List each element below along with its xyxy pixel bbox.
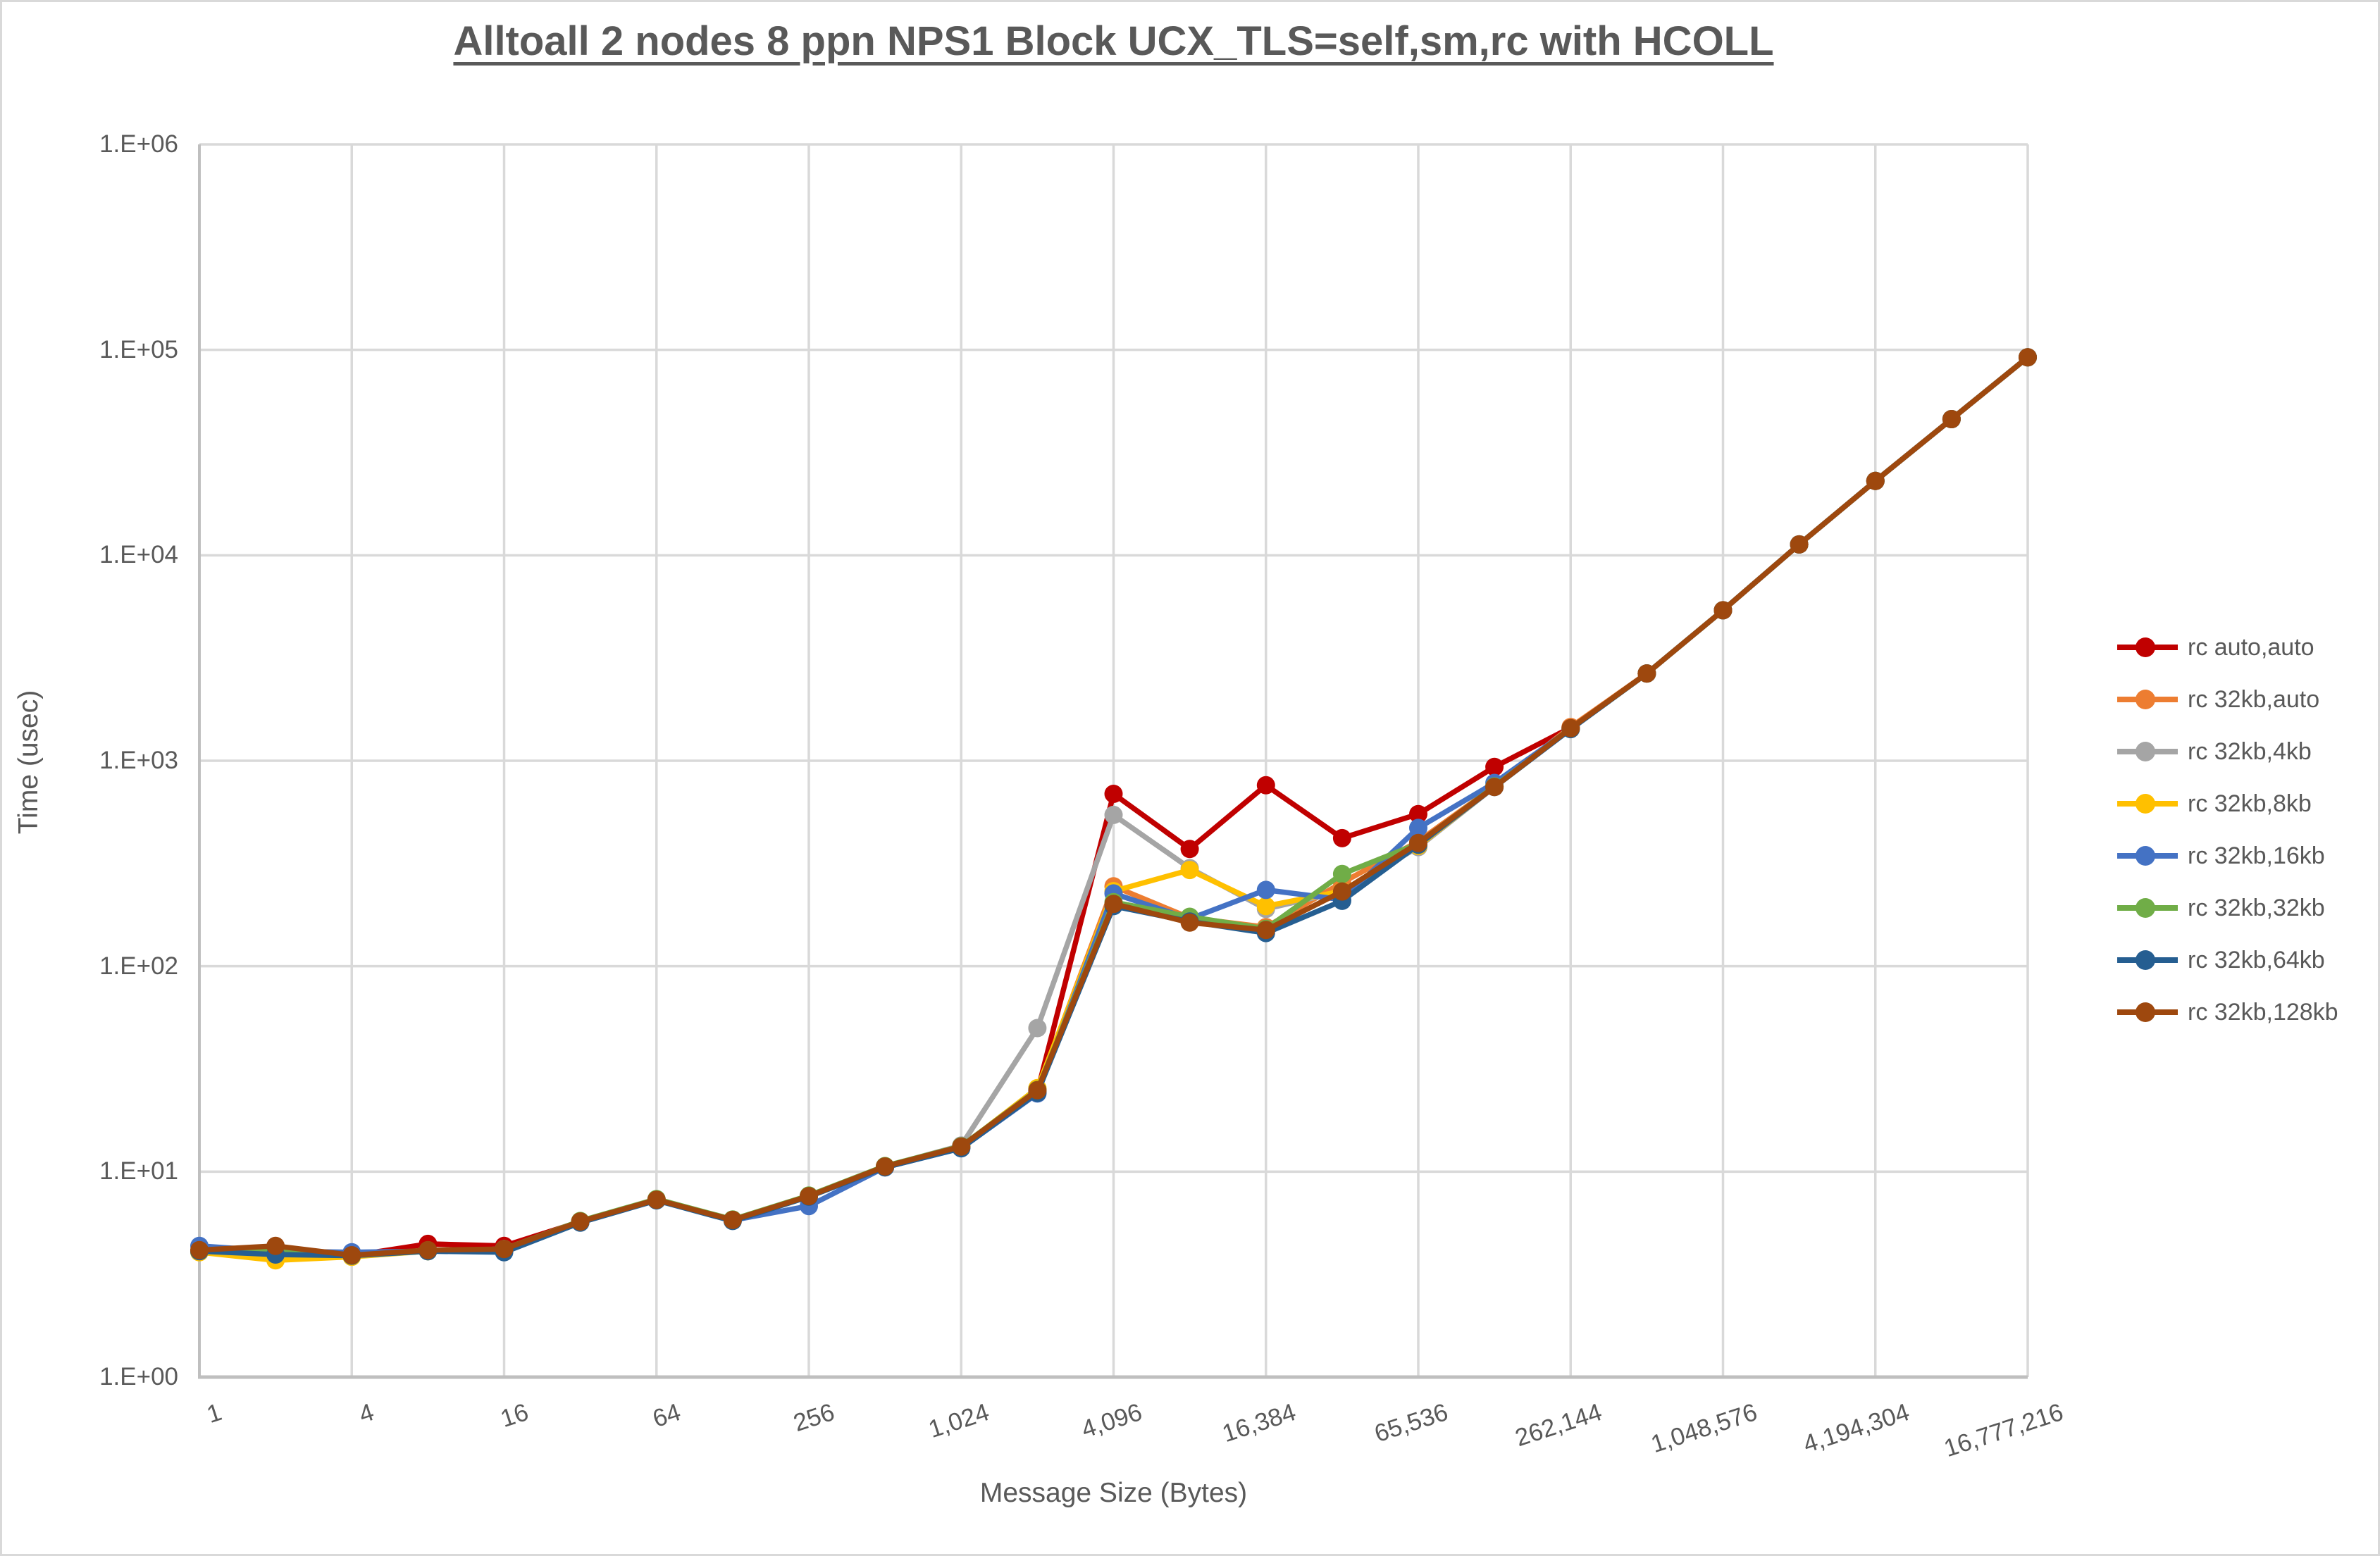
data-point-marker — [1256, 921, 1275, 940]
data-point-marker — [1485, 757, 1504, 776]
y-tick-label: 1.E+03 — [99, 747, 178, 774]
data-point-marker — [1942, 410, 1961, 428]
legend-item: rc 32kb,auto — [2116, 673, 2338, 726]
legend-item: rc 32kb,8kb — [2116, 778, 2338, 830]
data-point-marker — [876, 1157, 895, 1176]
data-point-marker — [1713, 601, 1733, 620]
legend-item: rc auto,auto — [2116, 621, 2338, 673]
chart-title: Alltoall 2 nodes 8 ppn NPS1 Block UCX_TL… — [453, 18, 1774, 64]
legend-marker-icon — [2117, 898, 2178, 918]
data-point-marker — [1561, 718, 1580, 737]
legend-label: rc auto,auto — [2188, 633, 2314, 661]
data-point-marker — [1332, 828, 1351, 847]
data-point-marker — [2019, 348, 2037, 367]
data-point-marker — [800, 1187, 818, 1206]
legend-item: rc 32kb,64kb — [2116, 934, 2338, 986]
y-tick-label: 1.E+04 — [99, 541, 178, 569]
y-tick-label: 1.E+00 — [99, 1363, 178, 1390]
legend-item: rc 32kb,4kb — [2116, 726, 2338, 778]
x-axis-title: Message Size (Bytes) — [979, 1478, 1248, 1508]
y-tick-label: 1.E+06 — [99, 130, 178, 158]
data-point-marker — [1409, 804, 1427, 823]
data-point-marker — [1256, 897, 1275, 916]
data-point-marker — [1637, 664, 1656, 683]
data-point-marker — [1028, 1081, 1047, 1100]
data-point-marker — [1409, 833, 1427, 852]
data-point-marker — [1256, 776, 1275, 795]
data-point-marker — [1180, 913, 1199, 932]
data-point-marker — [190, 1240, 209, 1259]
y-axis-title: Time (usec) — [13, 690, 44, 835]
y-tick-label: 1.E+05 — [99, 335, 178, 363]
legend-marker-icon — [2117, 1002, 2178, 1022]
legend-label: rc 32kb,32kb — [2188, 894, 2325, 921]
legend-item: rc 32kb,32kb — [2116, 882, 2338, 934]
legend-label: rc 32kb,64kb — [2188, 946, 2325, 973]
data-point-marker — [1180, 840, 1199, 859]
y-tick-label: 1.E+02 — [99, 952, 178, 980]
data-point-marker — [1790, 535, 1809, 554]
legend-marker-icon — [2117, 794, 2178, 814]
data-point-marker — [571, 1212, 590, 1231]
data-point-marker — [342, 1246, 361, 1264]
data-point-marker — [647, 1190, 666, 1209]
legend-marker-icon — [2117, 950, 2178, 970]
data-point-marker — [1485, 778, 1504, 797]
data-point-marker — [1332, 864, 1351, 883]
legend-marker-icon — [2117, 637, 2178, 657]
legend-label: rc 32kb,16kb — [2188, 842, 2325, 869]
data-point-marker — [419, 1240, 438, 1259]
legend-item: rc 32kb,128kb — [2116, 986, 2338, 1038]
data-point-marker — [266, 1236, 285, 1255]
y-tick-label: 1.E+01 — [99, 1157, 178, 1185]
data-point-marker — [1028, 1019, 1047, 1038]
legend-item: rc 32kb,16kb — [2116, 830, 2338, 882]
legend-label: rc 32kb,128kb — [2188, 998, 2338, 1026]
data-point-marker — [1409, 819, 1427, 838]
data-point-marker — [1180, 861, 1199, 880]
data-point-marker — [1104, 895, 1123, 914]
data-point-marker — [723, 1210, 742, 1229]
legend-marker-icon — [2117, 690, 2178, 709]
legend-marker-icon — [2117, 846, 2178, 866]
data-point-marker — [1256, 880, 1275, 900]
legend-label: rc 32kb,auto — [2188, 685, 2320, 713]
data-point-marker — [1866, 471, 1885, 490]
legend: rc auto,auto rc 32kb,auto rc 32kb,4kb rc 32… — [2116, 621, 2338, 1038]
data-point-marker — [1104, 805, 1123, 824]
legend-marker-icon — [2117, 742, 2178, 761]
series-rc-32kb-128kb — [190, 348, 2037, 1264]
data-point-marker — [952, 1137, 971, 1156]
data-point-marker — [1332, 882, 1351, 901]
data-point-marker — [495, 1240, 514, 1259]
data-point-marker — [1104, 785, 1123, 803]
legend-label: rc 32kb,4kb — [2188, 737, 2312, 765]
legend-label: rc 32kb,8kb — [2188, 790, 2312, 817]
